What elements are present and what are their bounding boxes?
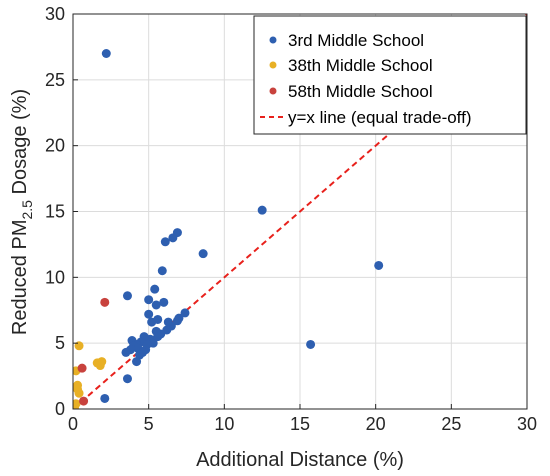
y-axis-label-subscript: 2.5 [19,200,35,220]
x-tick-label: 20 [366,414,386,434]
data-point-series-0 [153,332,163,342]
data-point-series-0 [144,295,154,305]
x-tick-label: 0 [68,414,78,434]
data-point-series-1 [95,361,105,371]
legend-label-38th: 38th Middle School [288,56,433,75]
data-point-series-1 [74,388,84,398]
legend-label-58th: 58th Middle School [288,82,433,101]
x-axis-ticks: 0 5 10 15 20 25 30 [68,404,537,434]
data-point-series-0 [168,233,178,243]
x-tick-label: 15 [290,414,310,434]
y-axis-label-main: Reduced PM [9,220,31,336]
y-tick-label: 30 [45,4,65,24]
data-point-series-0 [198,249,208,259]
data-point-series-0 [101,49,111,58]
x-tick-label: 30 [517,414,537,434]
data-point-series-0 [157,266,167,276]
data-point-series-0 [159,297,169,307]
data-point-series-1 [73,404,80,409]
legend-marker-3rd [269,36,277,44]
y-axis-ticks: 0 5 10 15 20 25 30 [45,4,78,419]
legend-marker-38th [269,61,277,69]
y-tick-label: 0 [55,399,65,419]
legend-marker-58th [269,87,277,95]
x-tick-label: 5 [144,414,154,434]
data-point-series-2 [79,396,89,406]
data-point-series-0 [122,291,132,301]
data-point-series-0 [144,309,154,319]
y-tick-label: 15 [45,202,65,222]
y-tick-label: 10 [45,267,65,287]
data-point-series-0 [174,313,184,323]
data-point-series-0 [153,314,163,324]
y-axis-label-rest: Dosage (%) [9,89,31,200]
data-point-series-0 [132,357,142,367]
data-point-series-1 [74,341,84,351]
x-axis-label: Additional Distance (%) [196,449,404,471]
x-tick-label: 10 [214,414,234,434]
legend-label-refline: y=x line (equal trade-off) [288,108,471,127]
data-point-series-2 [100,297,110,307]
y-tick-label: 25 [45,70,65,90]
data-point-series-0 [160,237,170,247]
legend-label-3rd: 3rd Middle School [288,31,424,50]
data-point-series-0 [306,339,316,349]
data-point-series-0 [121,347,131,357]
y-tick-label: 5 [55,333,65,353]
data-point-series-0 [150,284,160,294]
data-point-series-0 [374,260,384,270]
data-points-layer [73,49,384,409]
legend: 3rd Middle School 38th Middle School 58t… [253,15,527,135]
data-point-series-0 [151,300,161,310]
data-point-series-0 [257,205,267,215]
data-point-series-0 [142,339,152,349]
x-tick-label: 25 [441,414,461,434]
data-point-series-2 [77,363,87,373]
data-point-series-0 [180,308,190,318]
data-point-series-0 [100,393,110,403]
data-point-series-0 [122,374,132,384]
legend-box [253,15,527,135]
data-point-series-0 [163,317,173,327]
y-tick-label: 20 [45,136,65,156]
y-axis-label: Reduced PM2.5 Dosage (%) [9,89,35,335]
